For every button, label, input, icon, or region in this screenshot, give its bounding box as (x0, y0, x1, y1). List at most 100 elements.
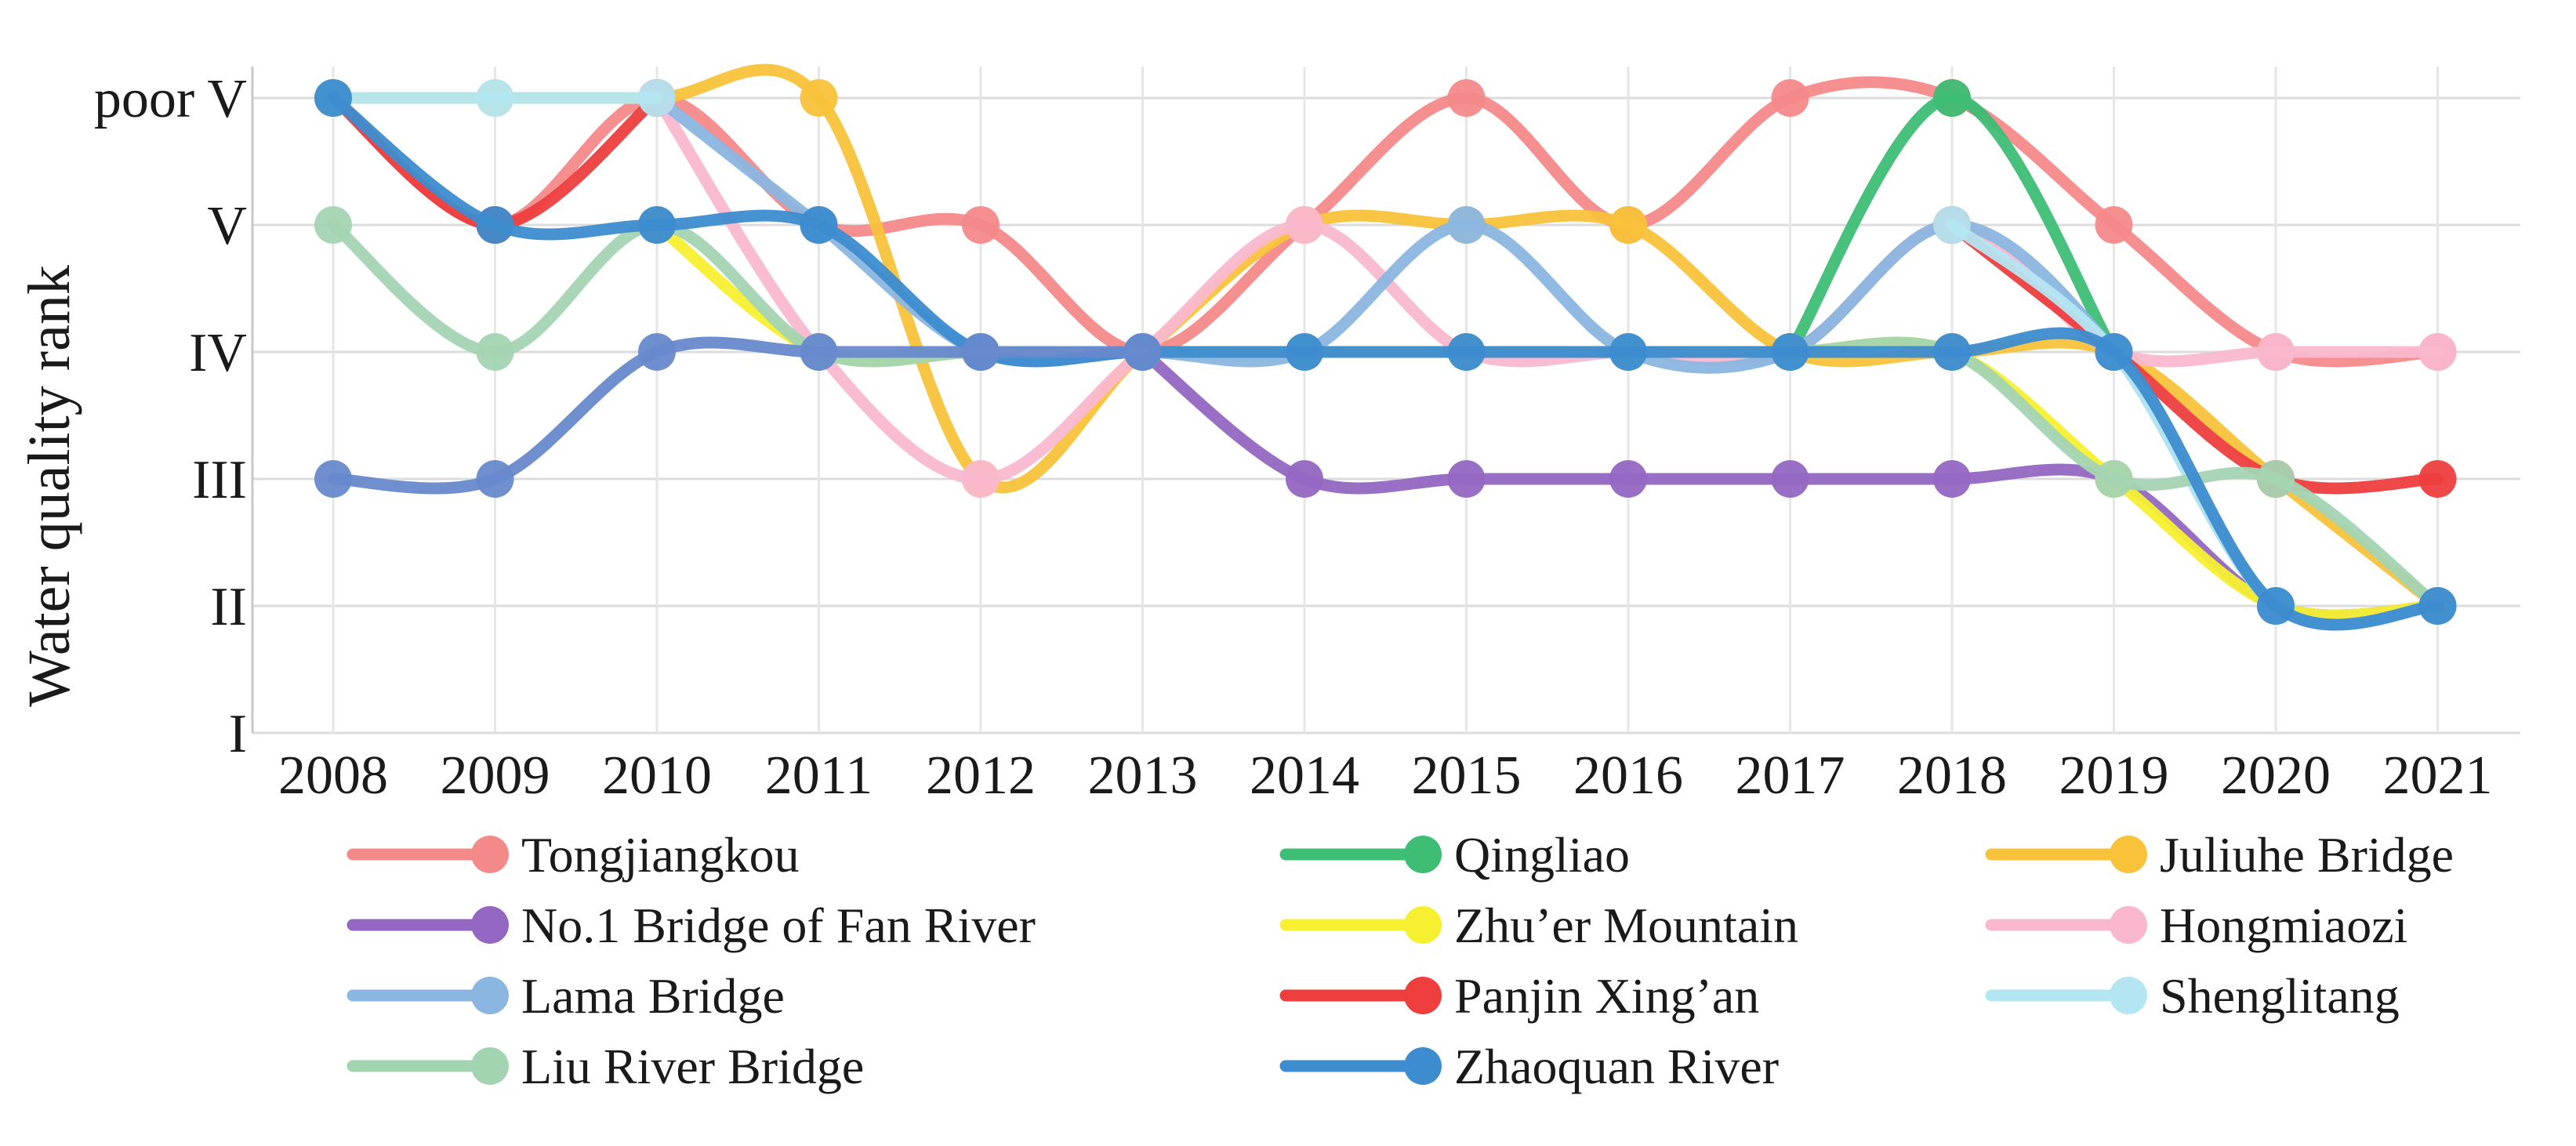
legend-swatch-marker (471, 977, 509, 1014)
x-tick-label: 2015 (1412, 745, 1522, 806)
legend-label: Juliuhe Bridge (2160, 827, 2454, 883)
legend: Tongjiangkou Qingliao Juliuhe Bridge No.1 B… (346, 827, 2454, 1094)
legend-item: Juliuhe Bridge (1985, 827, 2454, 883)
x-tick-label: 2021 (2383, 745, 2493, 806)
series-liu-river-bridge (314, 206, 2457, 625)
legend-item: Qingliao (1279, 827, 1630, 883)
legend-item: Liu River Bridge (346, 1039, 864, 1094)
legend-swatch-marker (1404, 836, 1442, 873)
legend-label: Liu River Bridge (521, 1039, 864, 1094)
data-point (476, 333, 514, 371)
legend-item: Panjin Xing’an (1279, 968, 1759, 1024)
y-tick-label: II (210, 577, 247, 637)
data-point (1933, 206, 1971, 244)
data-point (1286, 206, 1323, 244)
data-point (1609, 460, 1647, 498)
y-tick-label: V (207, 196, 247, 256)
data-point (1286, 460, 1323, 498)
data-point (638, 206, 676, 244)
legend-swatch-marker (471, 1047, 509, 1085)
data-point (1286, 333, 1323, 371)
data-point (962, 460, 1000, 498)
data-point (2095, 206, 2133, 244)
legend-swatch-marker (1404, 977, 1442, 1014)
data-point (2418, 333, 2457, 371)
legend-item: Tongjiangkou (346, 827, 800, 883)
x-tick-label: 2020 (2221, 745, 2331, 806)
data-point (1609, 206, 1647, 244)
data-point (1123, 333, 1162, 371)
data-point (800, 79, 838, 117)
data-point (476, 79, 514, 117)
data-point (476, 206, 514, 244)
x-axis: 2008 2009 2010 2011 2012 2013 2014 2015 2016 2017… (278, 745, 2493, 806)
legend-label: No.1 Bridge of Fan River (521, 898, 1036, 953)
legend-swatch-marker (471, 836, 509, 873)
legend-swatch-marker (2110, 906, 2147, 944)
x-tick-label: 2009 (441, 745, 550, 806)
data-point (314, 206, 352, 244)
x-tick-label: 2011 (765, 745, 873, 806)
series-unnamed-11 (314, 333, 1162, 498)
data-point (1447, 460, 1486, 498)
data-point (2257, 587, 2295, 625)
legend-item: Zhu’er Mountain (1279, 898, 1798, 953)
legend-item: Lama Bridge (346, 968, 785, 1024)
data-point (1609, 333, 1647, 371)
x-tick-label: 2010 (602, 745, 712, 806)
data-point (2095, 460, 2133, 498)
data-point (2418, 587, 2457, 625)
data-point (1771, 79, 1809, 117)
y-tick-label: I (229, 704, 247, 764)
legend-label: Qingliao (1454, 827, 1630, 883)
legend-label: Zhaoquan River (1454, 1039, 1779, 1094)
legend-label: Panjin Xing’an (1454, 968, 1759, 1024)
legend-swatch-marker (1404, 906, 1442, 944)
data-point (638, 79, 676, 117)
data-point (962, 206, 1000, 244)
data-point (638, 333, 676, 371)
data-point (1933, 333, 1971, 371)
legend-item: No.1 Bridge of Fan River (346, 898, 1036, 953)
legend-label: Tongjiangkou (521, 827, 800, 883)
legend-label: Shenglitang (2160, 968, 2400, 1024)
data-point (2257, 333, 2295, 371)
data-point (2418, 460, 2457, 498)
series-line (1946, 219, 2444, 495)
data-point (1933, 79, 1971, 117)
x-tick-label: 2016 (1573, 745, 1683, 806)
data-point (1447, 333, 1486, 371)
data-point (1933, 460, 1971, 498)
y-tick-label: IV (189, 323, 247, 383)
legend-swatch-marker (1404, 1047, 1442, 1085)
data-point (476, 460, 514, 498)
data-point (1771, 460, 1809, 498)
legend-label: Lama Bridge (521, 968, 785, 1024)
y-tick-label: poor V (94, 69, 247, 129)
data-point (800, 206, 838, 244)
x-tick-label: 2012 (926, 745, 1036, 806)
x-tick-label: 2018 (1897, 745, 2007, 806)
legend-swatch-marker (2110, 836, 2147, 873)
x-tick-label: 2013 (1088, 745, 1198, 806)
y-axis-label: Water quality rank (16, 265, 82, 707)
data-point (962, 333, 1000, 371)
legend-label: Hongmiaozi (2160, 898, 2407, 953)
legend-swatch-marker (2110, 977, 2147, 1014)
data-point (314, 460, 352, 498)
data-point (1771, 333, 1809, 371)
data-point (1447, 206, 1486, 244)
x-tick-label: 2019 (2059, 745, 2169, 806)
data-point (800, 333, 838, 371)
legend-item: Shenglitang (1985, 968, 2400, 1024)
legend-item: Zhaoquan River (1279, 1039, 1779, 1094)
data-point (1447, 79, 1486, 117)
y-tick-label: III (192, 450, 247, 510)
data-point (2257, 460, 2295, 498)
series-zhaoquan-river (314, 79, 2457, 631)
legend-item: Hongmiaozi (1985, 898, 2407, 953)
x-tick-label: 2014 (1250, 745, 1359, 806)
x-tick-label: 2017 (1736, 745, 1845, 806)
